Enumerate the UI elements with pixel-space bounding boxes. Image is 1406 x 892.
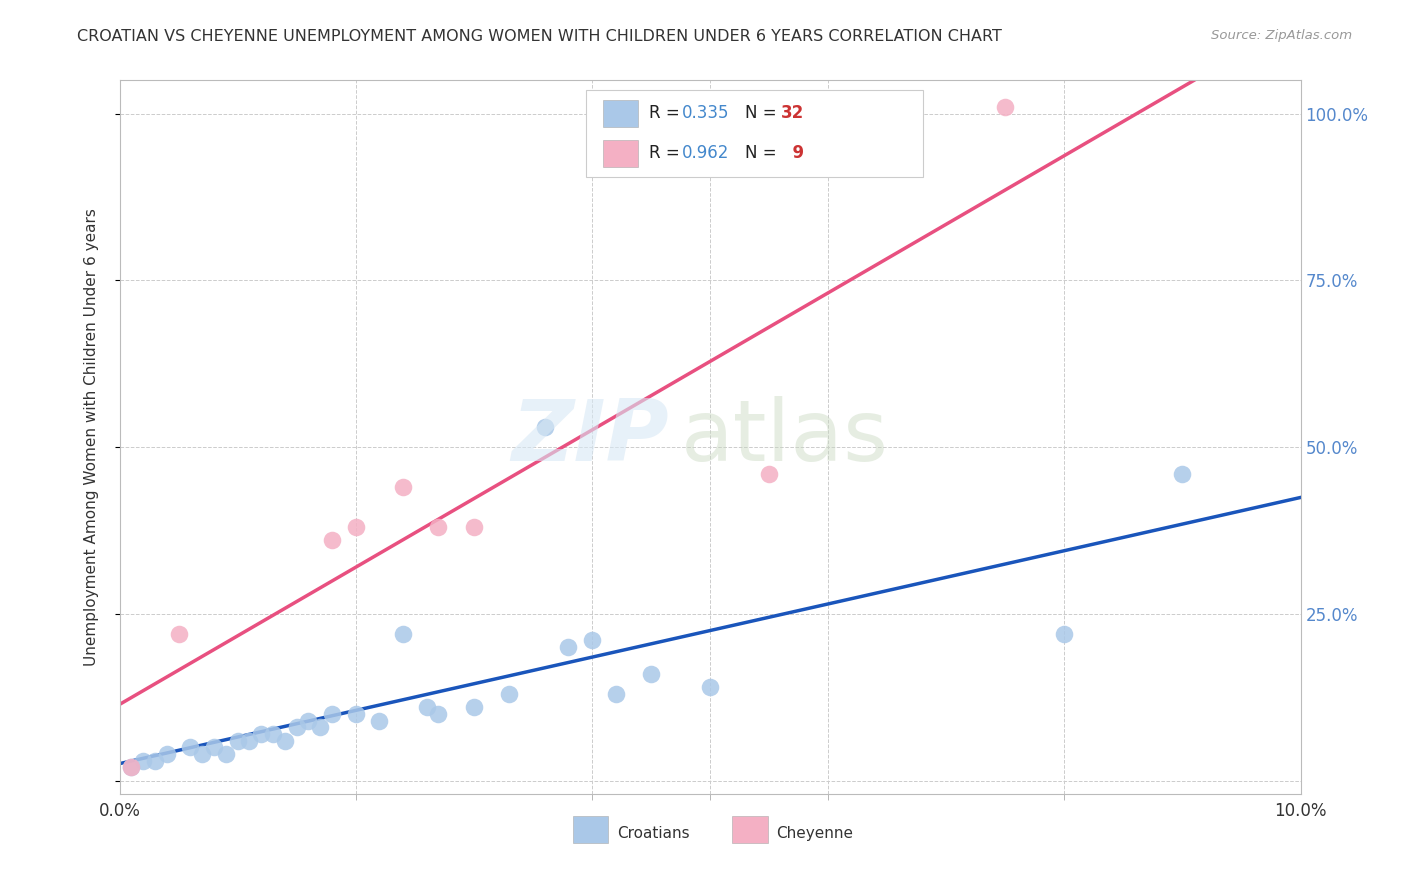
Text: Source: ZipAtlas.com: Source: ZipAtlas.com <box>1212 29 1353 43</box>
Text: CROATIAN VS CHEYENNE UNEMPLOYMENT AMONG WOMEN WITH CHILDREN UNDER 6 YEARS CORREL: CROATIAN VS CHEYENNE UNEMPLOYMENT AMONG … <box>77 29 1002 45</box>
Point <box>191 747 214 761</box>
Text: 0.335: 0.335 <box>682 104 730 122</box>
Point <box>262 727 284 741</box>
Point <box>533 420 555 434</box>
Text: R =: R = <box>648 145 685 162</box>
Point <box>321 706 343 721</box>
FancyBboxPatch shape <box>733 816 768 843</box>
Point <box>368 714 391 728</box>
Text: Croatians: Croatians <box>617 826 689 840</box>
Point <box>238 733 260 747</box>
Point <box>321 533 343 548</box>
Point <box>758 467 780 481</box>
Point <box>699 680 721 694</box>
Point <box>392 480 415 494</box>
Point <box>274 733 297 747</box>
Point <box>640 666 662 681</box>
Text: atlas: atlas <box>681 395 889 479</box>
Text: 0.962: 0.962 <box>682 145 730 162</box>
Point <box>1053 627 1076 641</box>
Point <box>392 627 415 641</box>
FancyBboxPatch shape <box>586 89 922 177</box>
Point <box>297 714 319 728</box>
Point <box>226 733 249 747</box>
Point <box>463 700 485 714</box>
Text: N =: N = <box>745 145 782 162</box>
Text: 32: 32 <box>780 104 804 122</box>
Point <box>427 520 450 534</box>
Point <box>605 687 627 701</box>
FancyBboxPatch shape <box>603 139 638 167</box>
Point <box>427 706 450 721</box>
Point <box>344 520 367 534</box>
Point <box>498 687 520 701</box>
Point <box>167 627 190 641</box>
Text: Cheyenne: Cheyenne <box>776 826 853 840</box>
Text: N =: N = <box>745 104 782 122</box>
Point <box>463 520 485 534</box>
Point <box>215 747 238 761</box>
Text: R =: R = <box>648 104 685 122</box>
Point <box>132 754 155 768</box>
Point <box>994 100 1017 114</box>
Y-axis label: Unemployment Among Women with Children Under 6 years: Unemployment Among Women with Children U… <box>84 208 98 666</box>
Point <box>285 720 308 734</box>
Point <box>156 747 179 761</box>
Point <box>202 740 225 755</box>
FancyBboxPatch shape <box>603 100 638 127</box>
Point <box>581 633 603 648</box>
Point <box>250 727 273 741</box>
Text: ZIP: ZIP <box>510 395 669 479</box>
Point <box>1171 467 1194 481</box>
Point <box>120 760 142 774</box>
Point <box>557 640 579 655</box>
Point <box>344 706 367 721</box>
Point <box>309 720 332 734</box>
FancyBboxPatch shape <box>574 816 609 843</box>
Point <box>143 754 166 768</box>
Point <box>415 700 437 714</box>
Text: 9: 9 <box>780 145 804 162</box>
Point <box>120 760 142 774</box>
Point <box>179 740 201 755</box>
